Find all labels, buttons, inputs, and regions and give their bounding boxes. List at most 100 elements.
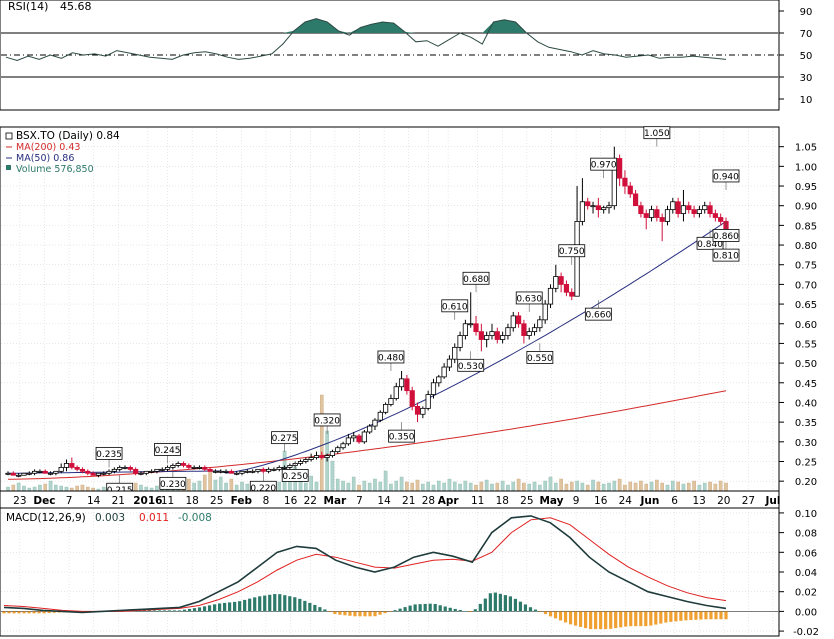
candle-body bbox=[569, 291, 575, 297]
macd-panel: MACD(12,26,9) 0.003 0.011 -0.008 0.10 0.0… bbox=[0, 507, 819, 638]
candle-body bbox=[202, 466, 208, 470]
annotation-label: 0.245 bbox=[155, 446, 181, 456]
volume-bar bbox=[139, 484, 143, 492]
macd-histogram-bar bbox=[142, 610, 146, 612]
volume-bar bbox=[54, 484, 58, 492]
volume-bar bbox=[277, 481, 282, 492]
volume-bar bbox=[527, 483, 532, 492]
rsi-tick-label: 90 bbox=[800, 7, 813, 18]
volume-bar bbox=[367, 482, 372, 492]
volume-bar bbox=[628, 481, 633, 492]
volume-bar bbox=[655, 479, 659, 492]
volume-bar bbox=[447, 478, 452, 492]
rsi-tick-label: 10 bbox=[800, 95, 813, 106]
annotation-box bbox=[159, 476, 187, 490]
candle-body bbox=[47, 472, 54, 475]
volume-bar bbox=[378, 481, 383, 492]
volume-bar bbox=[357, 484, 361, 492]
macd-histogram-bar bbox=[2, 611, 6, 614]
price-tick-label: 0.40 bbox=[795, 398, 817, 409]
candle-body bbox=[53, 470, 59, 474]
x-tick-label: Feb bbox=[231, 495, 253, 507]
macd-tick-label: 0.06 bbox=[795, 548, 817, 559]
macd-histogram-bar bbox=[463, 610, 467, 612]
macd-hist-value: -0.008 bbox=[178, 512, 212, 524]
volume-bar bbox=[639, 480, 643, 492]
x-tick-label: Jul bbox=[765, 495, 781, 507]
macd-histogram-bar bbox=[177, 610, 182, 612]
macd-histogram-bar bbox=[288, 596, 292, 612]
candle-body bbox=[606, 205, 612, 209]
macd-histogram-bar bbox=[373, 611, 377, 617]
macd-histogram-bar bbox=[458, 609, 462, 612]
macd-histogram-bar bbox=[433, 603, 437, 612]
price-tick-label: 0.70 bbox=[795, 280, 817, 291]
macd-histogram-bar bbox=[243, 599, 247, 612]
macd-histogram-bar bbox=[338, 611, 342, 615]
macd-histogram-bar bbox=[719, 611, 723, 620]
volume-bar bbox=[155, 485, 159, 492]
annotation-label: 0.750 bbox=[559, 247, 585, 257]
candle-body bbox=[420, 407, 426, 415]
candle-body bbox=[457, 335, 463, 348]
candle-body bbox=[617, 158, 623, 179]
candle-body bbox=[180, 463, 187, 466]
candle-body bbox=[505, 327, 511, 336]
candle-body bbox=[31, 470, 38, 474]
candle-body bbox=[111, 468, 117, 472]
macd-histogram-bar bbox=[578, 611, 583, 627]
volume-bar bbox=[458, 483, 462, 492]
candle-body bbox=[686, 205, 692, 211]
candle-body bbox=[127, 466, 133, 470]
candle-body bbox=[303, 459, 309, 462]
candle-body bbox=[228, 470, 234, 474]
candle-body bbox=[191, 466, 197, 469]
candle-body bbox=[58, 466, 64, 472]
candle-body bbox=[553, 276, 559, 289]
volume-bar bbox=[410, 482, 415, 492]
macd-histogram-bar bbox=[533, 609, 538, 612]
candle-body bbox=[585, 201, 591, 207]
candle-body bbox=[16, 474, 22, 477]
volume-bar bbox=[644, 483, 649, 492]
volume-bar bbox=[686, 482, 691, 492]
candle-body bbox=[266, 468, 272, 472]
candle-body bbox=[255, 468, 261, 472]
macd-histogram-bar bbox=[283, 595, 287, 612]
macd-histogram-bar bbox=[654, 611, 658, 625]
x-tick-label: 14 bbox=[377, 495, 391, 507]
annotation-box bbox=[590, 157, 618, 171]
macd-histogram-bar bbox=[563, 611, 568, 623]
volume-bar bbox=[596, 481, 601, 492]
candle-body bbox=[601, 207, 607, 211]
price-tick-label: 0.85 bbox=[795, 221, 817, 232]
volume-bar bbox=[564, 483, 569, 492]
price-tick-label: 0.95 bbox=[795, 182, 817, 193]
candle-body bbox=[393, 386, 399, 399]
macd-histogram-bar bbox=[418, 604, 422, 612]
volume-bar bbox=[463, 480, 468, 492]
macd-histogram-bar bbox=[543, 611, 548, 615]
macd-histogram-bar bbox=[684, 611, 688, 621]
volume-bar bbox=[319, 394, 324, 492]
macd-histogram-bar bbox=[619, 611, 623, 628]
macd-histogram-bar bbox=[634, 611, 638, 627]
x-tick-label: Mar bbox=[324, 495, 348, 507]
macd-histogram-bar bbox=[694, 611, 698, 620]
candle-body bbox=[537, 319, 543, 329]
candle-body bbox=[446, 358, 453, 368]
volume-bar bbox=[38, 484, 42, 492]
x-tick-label: 21 bbox=[112, 495, 125, 507]
candle-body bbox=[510, 315, 516, 329]
macd-histogram-bar bbox=[624, 611, 628, 627]
x-tick-label: 11 bbox=[161, 495, 174, 507]
volume-bar bbox=[362, 480, 367, 492]
price-tick-label: 0.45 bbox=[795, 379, 817, 390]
volume-bar bbox=[341, 480, 345, 492]
volume-bar bbox=[580, 482, 585, 492]
candle-body bbox=[579, 201, 586, 222]
volume-bar bbox=[59, 485, 63, 492]
macd-histogram-bar bbox=[503, 595, 507, 612]
macd-histogram-bar bbox=[423, 603, 427, 612]
candle-body bbox=[436, 376, 442, 384]
